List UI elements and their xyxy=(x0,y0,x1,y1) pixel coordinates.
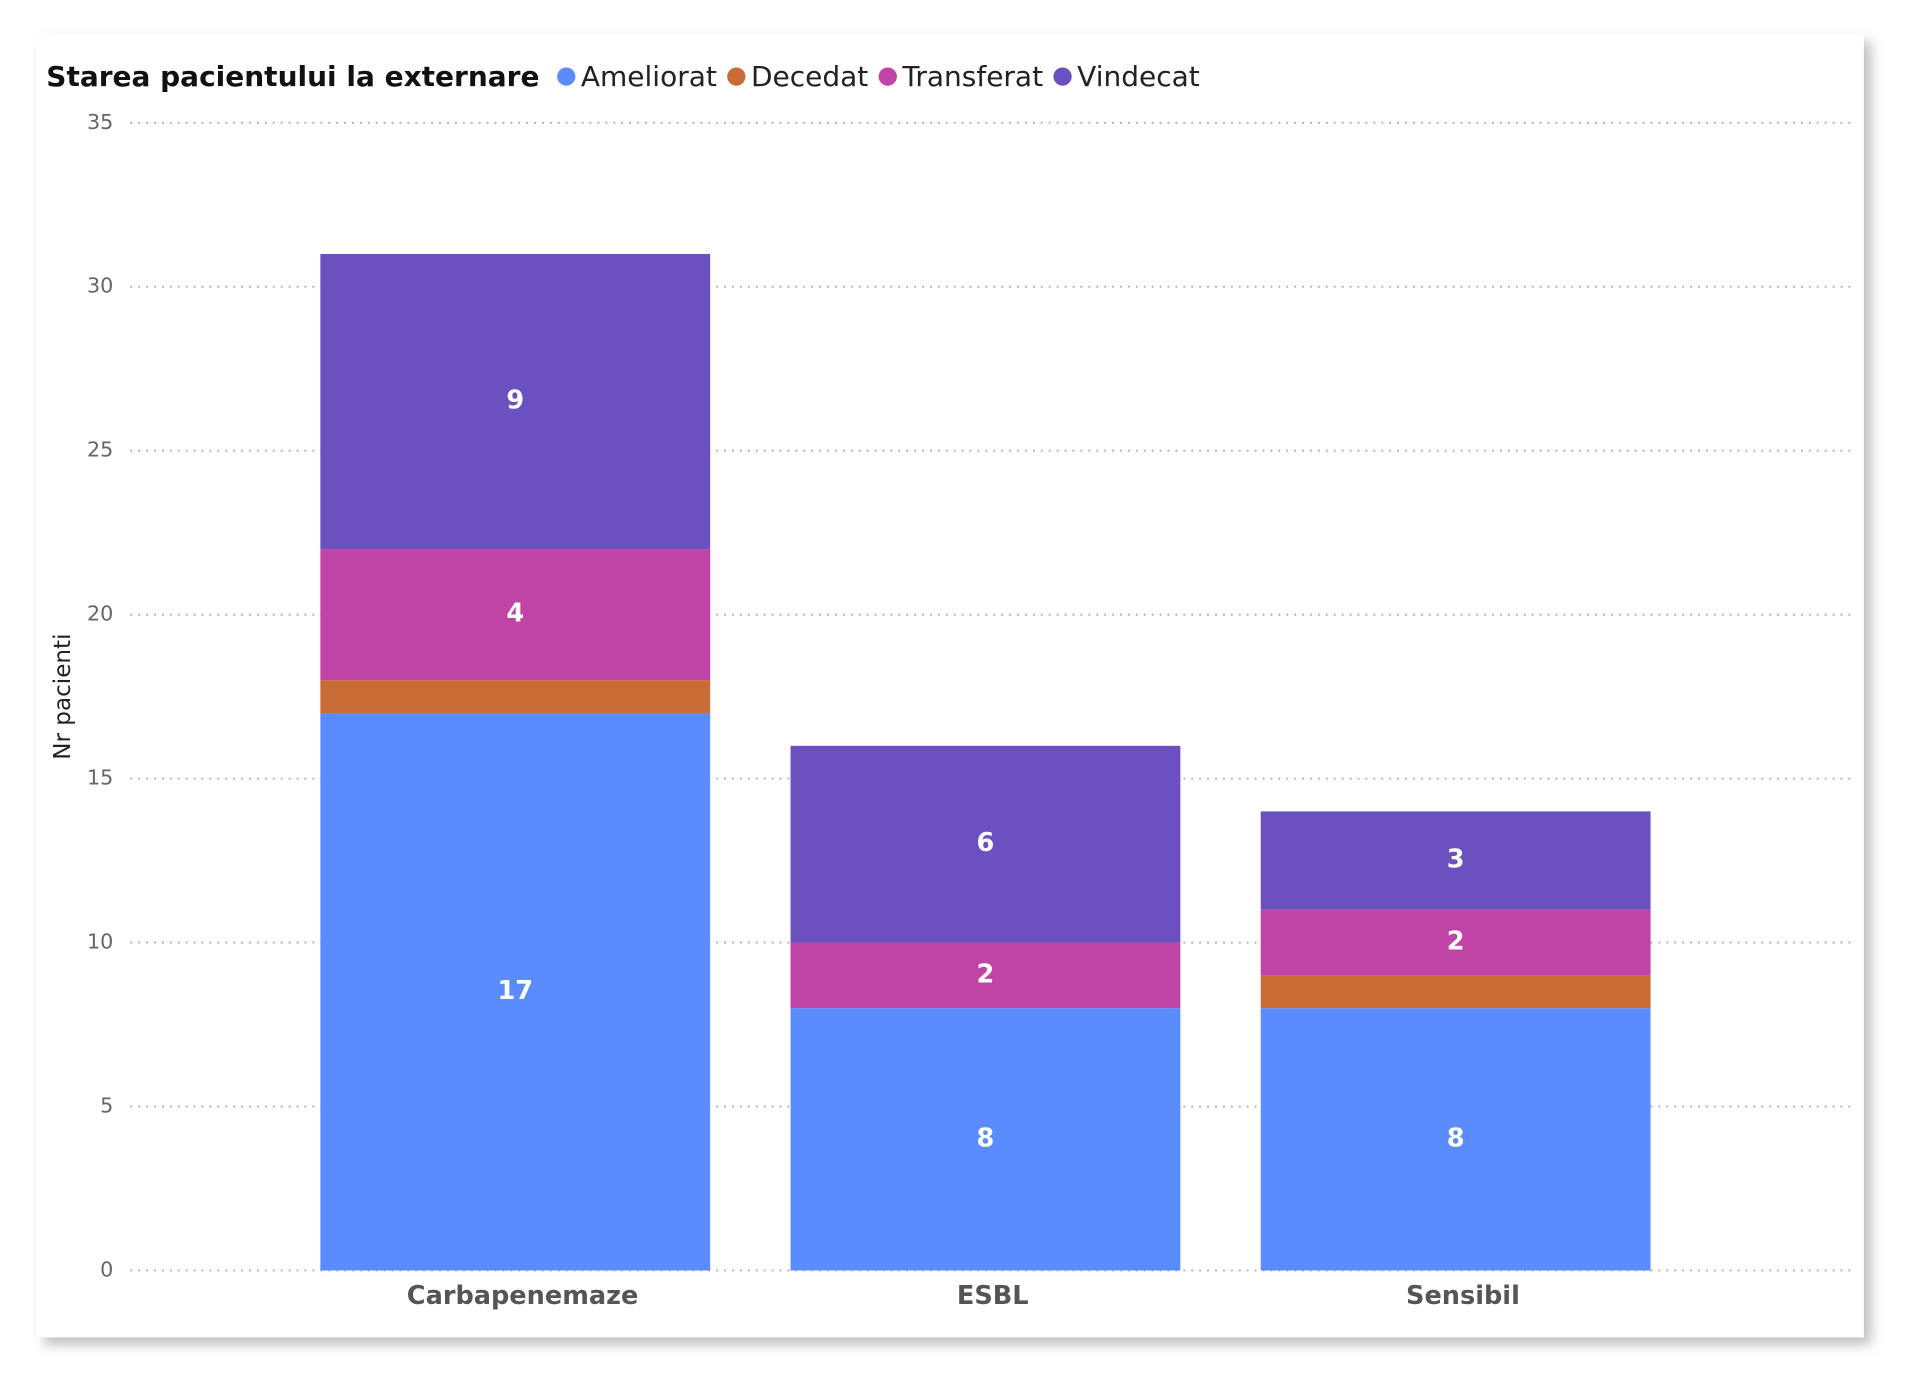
data-label: 6 xyxy=(977,828,995,858)
bar-segment xyxy=(1260,1008,1651,1271)
data-label: 8 xyxy=(977,1123,995,1153)
x-tick-label: ESBL xyxy=(957,1281,1029,1311)
data-label: 4 xyxy=(506,599,524,629)
y-tick-label: 0 xyxy=(100,1258,113,1282)
y-tick-label: 25 xyxy=(87,438,113,462)
y-tick-label: 5 xyxy=(100,1094,113,1118)
y-tick-label: 35 xyxy=(87,110,113,134)
bar-segment xyxy=(320,549,711,681)
y-tick-label: 10 xyxy=(87,930,113,954)
legend-marker xyxy=(557,67,576,86)
data-label: 17 xyxy=(497,976,533,1006)
legend-marker xyxy=(727,67,746,86)
data-label: 3 xyxy=(1447,845,1465,875)
y-tick-label: 20 xyxy=(87,602,113,626)
legend-marker xyxy=(1053,67,1072,86)
legend-label: Decedat xyxy=(751,60,868,93)
y-tick-label: 30 xyxy=(87,274,113,298)
bar-segment xyxy=(1260,811,1651,910)
data-label: 8 xyxy=(1447,1123,1465,1153)
legend-marker xyxy=(878,67,897,86)
bar-segment xyxy=(1260,975,1651,1009)
bar-segment xyxy=(320,713,711,1271)
y-axis-title: Nr pacienti xyxy=(50,633,76,759)
x-tick-label: Sensibil xyxy=(1406,1281,1520,1311)
data-label: 2 xyxy=(1447,927,1465,957)
legend-title: Starea pacientului la externare xyxy=(46,60,539,93)
bar-segment xyxy=(790,942,1181,1009)
bar-segment xyxy=(790,1008,1181,1271)
bar-segment xyxy=(320,680,711,714)
legend-label: Transferat xyxy=(901,60,1043,93)
data-label: 2 xyxy=(977,959,995,989)
bar-segment xyxy=(790,745,1181,943)
x-tick-label: Carbapenemaze xyxy=(407,1281,639,1311)
legend-label: Vindecat xyxy=(1077,60,1200,93)
bar-segment xyxy=(320,253,711,550)
legend-label: Ameliorat xyxy=(581,60,717,93)
y-tick-label: 15 xyxy=(87,766,113,790)
bar-segment xyxy=(1260,909,1651,976)
data-label: 9 xyxy=(506,386,524,416)
